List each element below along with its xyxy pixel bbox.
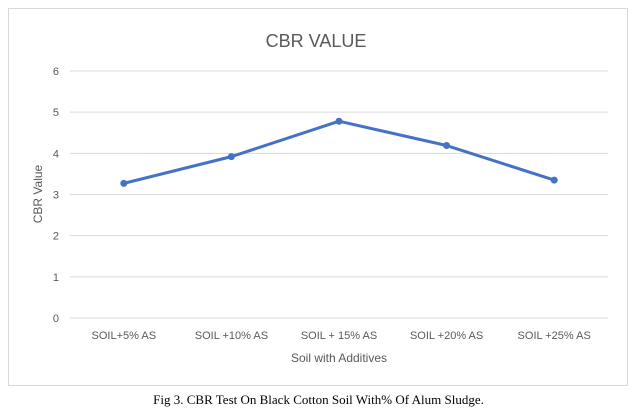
series-line — [123, 119, 555, 185]
y-axis-label: CBR Value — [31, 164, 45, 223]
y-tick-label: 3 — [53, 190, 59, 202]
data-point — [335, 117, 343, 125]
y-tick-labels: 0 1 2 3 4 5 6 — [53, 66, 59, 325]
x-tick-label: SOIL + 15% AS — [301, 330, 377, 342]
y-tick-label: 0 — [53, 313, 59, 325]
data-point — [120, 179, 128, 187]
figure-caption: Fig 3. CBR Test On Black Cotton Soil Wit… — [153, 392, 484, 407]
y-tick-label: 1 — [53, 272, 59, 284]
y-tick-label: 2 — [53, 231, 59, 243]
x-tick-label: SOIL +20% AS — [410, 330, 483, 342]
x-tick-label: SOIL+5% AS — [92, 330, 157, 342]
series-layer — [120, 117, 558, 187]
data-point — [443, 142, 451, 150]
x-tick-label: SOIL +10% AS — [195, 330, 268, 342]
data-point — [227, 153, 235, 161]
y-tick-label: 6 — [53, 66, 59, 78]
chart-title: CBR VALUE — [266, 31, 367, 51]
x-tick-label: SOIL +25% AS — [518, 330, 591, 342]
gridlines — [70, 70, 608, 319]
x-axis-label: Soil with Additives — [291, 351, 387, 365]
y-tick-label: 4 — [53, 148, 59, 160]
x-tick-labels: SOIL+5% AS SOIL +10% AS SOIL + 15% AS SOIL … — [92, 330, 591, 342]
y-tick-label: 5 — [53, 107, 59, 119]
data-point — [550, 176, 558, 184]
